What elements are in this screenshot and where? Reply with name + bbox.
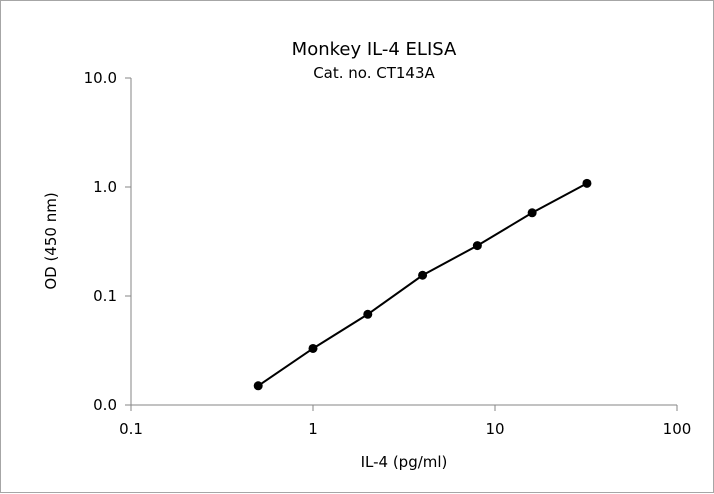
chart-title: Monkey IL-4 ELISA xyxy=(292,39,457,60)
data-point xyxy=(308,343,318,353)
data-point xyxy=(582,178,592,188)
y-tick-label: 10.0 xyxy=(84,69,117,87)
data-point xyxy=(363,309,373,319)
chart-subtitle: Cat. no. CT143A xyxy=(313,64,435,82)
x-axis-label: IL-4 (pg/ml) xyxy=(361,453,448,471)
x-tick-label: 100 xyxy=(663,420,692,438)
data-series xyxy=(253,178,592,391)
data-point xyxy=(253,381,263,391)
x-tick-label: 0.1 xyxy=(119,420,143,438)
data-point xyxy=(418,270,428,280)
series-line xyxy=(257,182,588,387)
y-tick-label: 1.0 xyxy=(93,178,117,196)
y-tick-label: 0.1 xyxy=(93,287,117,305)
data-point xyxy=(527,208,537,218)
y-tick-label: 0.0 xyxy=(93,396,117,414)
axes xyxy=(125,77,678,411)
x-tick-label: 10 xyxy=(485,420,504,438)
data-point xyxy=(472,241,482,251)
x-tick-label: 1 xyxy=(308,420,318,438)
y-axis-label: OD (450 nm) xyxy=(42,192,60,289)
